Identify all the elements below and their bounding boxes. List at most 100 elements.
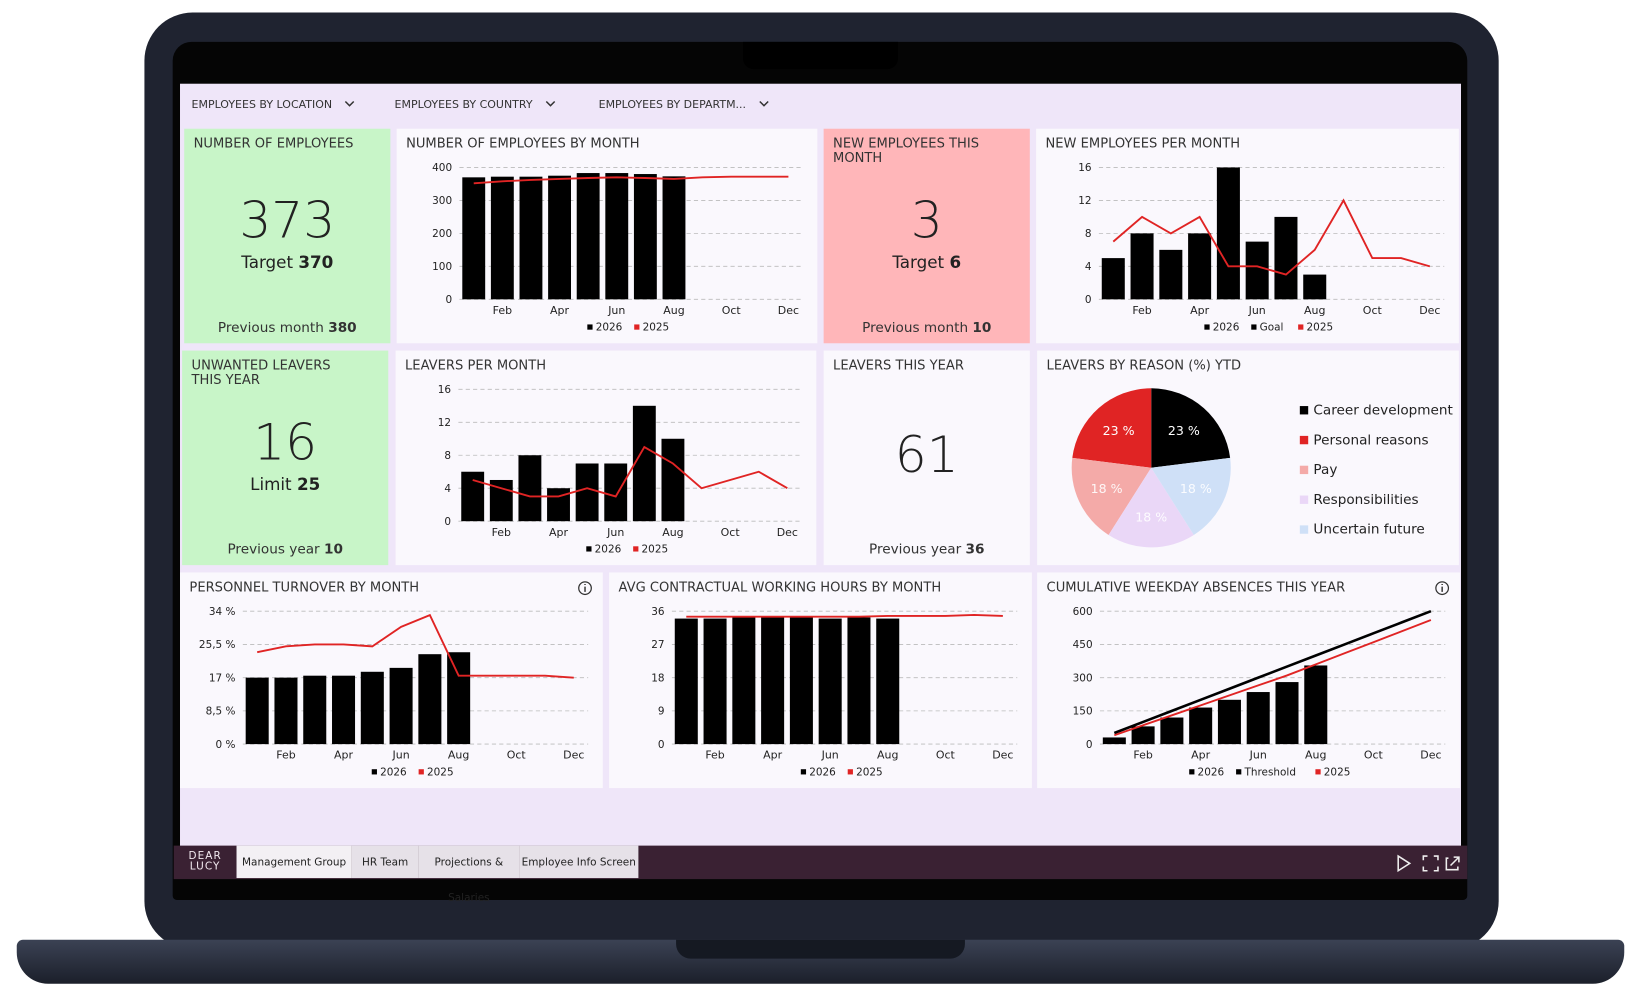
bar	[547, 488, 570, 522]
camera-notch	[743, 41, 898, 70]
y-tick-label: 150	[1073, 706, 1093, 718]
target-value: 6	[949, 252, 962, 273]
pie-label: 18 %	[1135, 509, 1167, 524]
y-tick-label: 27	[651, 639, 664, 651]
tab[interactable]: Employee Info Screen	[519, 845, 639, 879]
chart-title: PERSONNEL TURNOVER BY MONTH	[189, 578, 420, 595]
bar	[1159, 249, 1183, 300]
y-tick-label: 200	[432, 228, 452, 240]
pie-label: 23 %	[1103, 423, 1135, 438]
bar	[1275, 682, 1299, 745]
bottom-bar: DEAR LUCY Management Group HR Team Projectio…	[173, 845, 1468, 904]
x-tick-label: Aug	[877, 749, 898, 762]
bar	[548, 175, 572, 300]
chart-panel: NUMBER OF EMPLOYEES BY MONTH 0 100 200 300 40…	[396, 128, 818, 344]
x-tick-label: Aug	[1304, 304, 1325, 317]
bar	[303, 675, 327, 745]
tile-value: 373	[239, 191, 336, 251]
tile-footer: Previous year 10	[182, 542, 388, 558]
info-circle	[1435, 581, 1450, 596]
x-tick-label: Jun	[821, 749, 839, 762]
chart-panel: AVG CONTRACTUAL WORKING HOURS BY MONTH 0 9…	[609, 572, 1032, 789]
footer-value: 10	[323, 542, 343, 558]
legend-swatch	[633, 546, 639, 552]
y-tick-label: 0	[658, 739, 665, 751]
y-tick-label: 8,5 %	[206, 706, 236, 718]
info-icon[interactable]	[578, 581, 592, 596]
tile-footer: Previous month 10	[824, 320, 1030, 336]
filter-dropdown[interactable]: EMPLOYEES BY COUNTRY	[395, 98, 556, 111]
legend-swatch	[1299, 525, 1309, 534]
y-tick-label: 8	[444, 450, 451, 462]
line	[1114, 619, 1432, 737]
line	[472, 445, 788, 498]
tile-target: Target 370	[184, 252, 390, 272]
chart: 0 4 8 12 16 Feb Apr Jun Aug Oct Dec 2026 2025	[438, 384, 802, 556]
x-tick-label: Feb	[705, 749, 724, 762]
x-tick-label: Oct	[722, 304, 742, 317]
legend-label: Goal	[1260, 322, 1284, 334]
filter-dropdown[interactable]: EMPLOYEES BY DEPARTM...	[599, 98, 769, 111]
y-tick-label: 17 %	[209, 672, 236, 684]
legend-label: 2026	[809, 766, 836, 778]
pie-slice	[1151, 388, 1231, 468]
x-tick-label: Feb	[276, 749, 295, 762]
legend-swatch	[1189, 769, 1195, 775]
bar	[519, 176, 543, 300]
legend-label: 2026	[380, 766, 407, 778]
chart-panel: LEAVERS BY REASON (%) YTD 23 % Career deve…	[1037, 350, 1459, 566]
share-icon[interactable]	[1445, 856, 1460, 871]
line	[686, 613, 1003, 618]
x-tick-label: Dec	[778, 304, 799, 317]
legend-swatch	[1299, 465, 1309, 475]
legend-swatch	[1315, 769, 1321, 775]
y-tick-label: 0	[1086, 739, 1093, 751]
brand-logo: DEAR LUCY	[174, 846, 237, 879]
tile-target: Limit 25	[182, 474, 388, 494]
x-tick-label: Oct	[936, 749, 956, 762]
base-notch	[676, 939, 965, 959]
y-tick-label: 8	[1085, 228, 1092, 240]
x-tick-label: Jun	[392, 749, 410, 762]
x-tick-label: Apr	[549, 526, 568, 539]
chart: 0 9 18 27 36 Feb Apr Jun Aug Oct Dec 2026 2025	[651, 606, 1018, 778]
play-icon[interactable]	[1397, 854, 1412, 873]
bar	[389, 667, 413, 745]
pie-slice	[1151, 457, 1231, 535]
y-tick-label: 4	[444, 483, 451, 495]
y-tick-label: 300	[1073, 672, 1093, 684]
tab[interactable]: HR Team	[351, 845, 419, 879]
chart-panel: PERSONNEL TURNOVER BY MONTH 0 % 8,5 % 17 % 2…	[180, 572, 603, 789]
footer-value: 36	[965, 542, 985, 558]
tile-value: 3	[910, 191, 943, 251]
kpi-tile: NUMBER OF EMPLOYEES 373 Target 370 Previous…	[184, 128, 391, 344]
y-tick-label: 12	[1078, 195, 1091, 207]
legend-swatch	[1251, 324, 1257, 330]
x-tick-label: Oct	[721, 526, 741, 539]
target-value: 370	[298, 252, 334, 273]
filter-dropdown[interactable]: EMPLOYEES BY LOCATION	[192, 98, 356, 111]
bar	[274, 677, 298, 745]
info-icon[interactable]	[1435, 581, 1450, 596]
brand-line: DEAR	[188, 850, 222, 863]
fullscreen-icon[interactable]	[1422, 855, 1439, 872]
footer-label: Previous month	[217, 320, 324, 336]
y-tick-label: 18	[651, 672, 664, 684]
x-tick-label: Jun	[1248, 304, 1266, 317]
bar	[245, 677, 269, 745]
bar	[490, 176, 514, 300]
footer-label: Previous month	[862, 320, 969, 336]
chart: 0 4 8 12 16 Feb Apr Jun Aug Oct Dec 2026 Goal 2025	[1078, 162, 1445, 334]
bar	[703, 618, 727, 745]
player-icons[interactable]	[1388, 854, 1461, 873]
tab[interactable]: Management Group	[236, 845, 352, 879]
x-tick-label: Dec	[1420, 749, 1441, 762]
y-tick-label: 0	[444, 516, 451, 528]
tab[interactable]: Projections & Salaries	[418, 845, 520, 904]
footer-label: Previous year	[869, 542, 962, 558]
legend-label: Threshold	[1243, 766, 1296, 778]
legend-label: Career development	[1313, 402, 1452, 418]
bar	[418, 654, 442, 745]
footer-label: Previous year	[227, 542, 320, 558]
